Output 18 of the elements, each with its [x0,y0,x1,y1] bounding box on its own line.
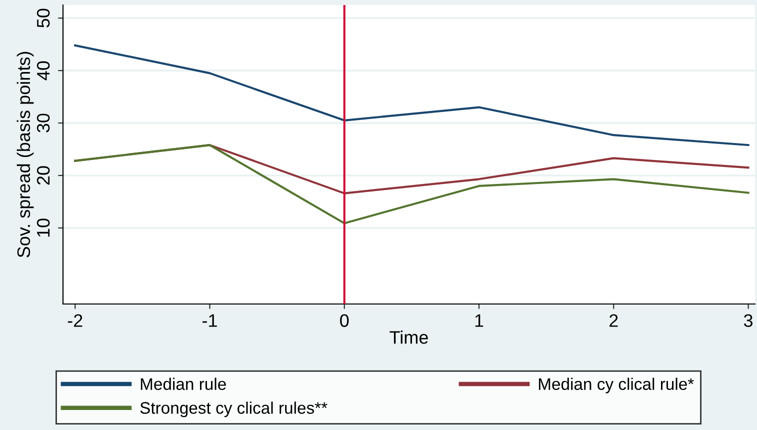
y-tick-label: 20 [36,166,50,185]
y-axis-title: Sov. spread (basis points) [16,52,34,258]
legend-label: Median cy clical rule* [538,378,694,394]
x-tick-label: 2 [610,314,618,327]
y-tick-label: 40 [36,61,50,80]
x-tick-label: 0 [340,314,349,327]
line-series [74,44,750,146]
legend-label: Strongest cy clical rules** [140,402,328,418]
x-axis-title: Time [390,330,428,344]
x-tick-label: 1 [475,314,484,327]
x-tick-label: -2 [68,314,82,327]
x-tick-label: 3 [744,314,752,327]
y-tick-label: 50 [36,8,50,28]
line-series [74,144,750,224]
x-tick-label: -1 [202,314,217,327]
y-tick-label: 10 [36,218,50,237]
legend-label: Median rule [140,378,226,390]
y-tick-label: 30 [36,114,50,132]
